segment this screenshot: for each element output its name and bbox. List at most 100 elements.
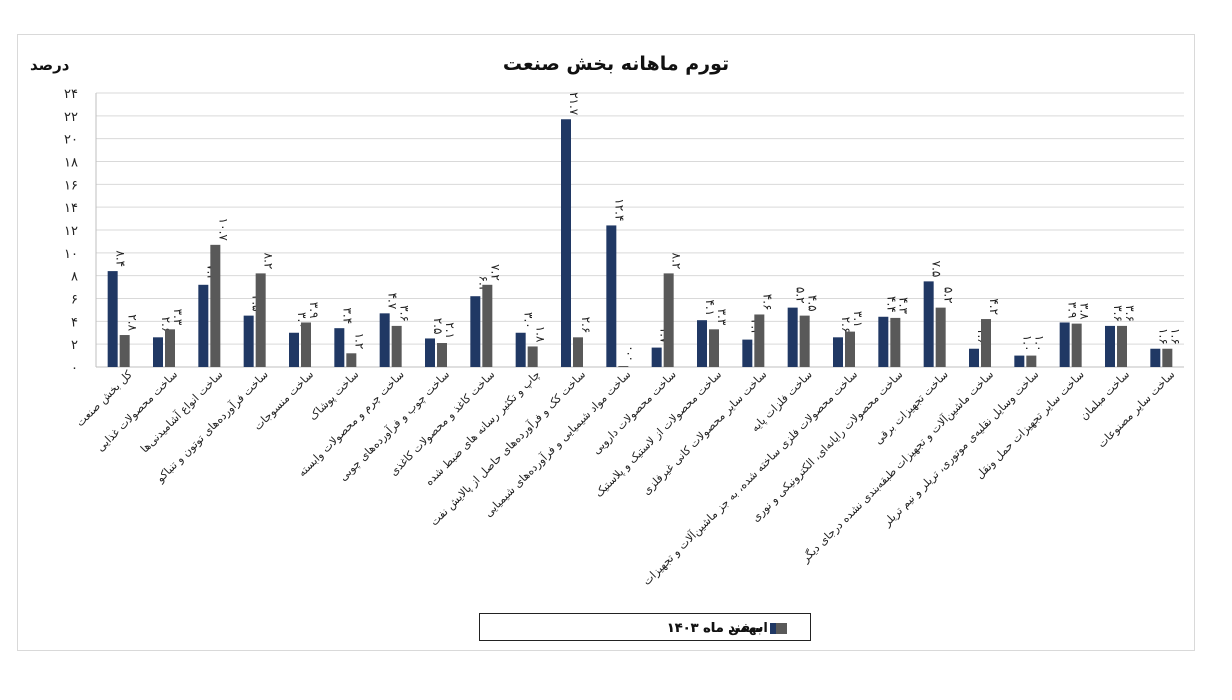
data-label: ۲۱.۷ — [567, 92, 581, 116]
legend-item-series-2: اسفند ماه ۱۴۰۳ — [667, 619, 787, 637]
data-label: ۲.۶ — [159, 317, 173, 334]
data-label: ۴.۴ — [884, 296, 898, 313]
data-label: ۱.۰ — [1032, 335, 1046, 352]
data-label: ۱۲.۴ — [612, 198, 626, 221]
bar-2-7 — [391, 325, 402, 367]
x-tick-label: ساخت وسایل نقلیه‌ی موتوری، تریلر و نیم ت… — [880, 368, 1042, 530]
data-label: ۳.۶ — [1123, 305, 1137, 322]
data-label: ۴.۶ — [760, 294, 774, 311]
data-label: ۳.۹ — [1066, 302, 1080, 319]
legend-swatch-series-1 — [770, 622, 781, 634]
bar-2-12 — [618, 366, 629, 367]
bar-2-3 — [210, 244, 221, 367]
bar-1-4 — [243, 315, 254, 367]
bar-1-20 — [969, 348, 979, 367]
data-label: ۲.۶ — [579, 317, 593, 334]
data-label: ۱۰.۷ — [216, 218, 230, 242]
data-label: ۰.۰ — [624, 345, 638, 362]
chart-title: تورم ماهانه بخش صنعت — [502, 53, 730, 75]
x-tick-label: ساخت انواع آشامیدنی‌ها — [137, 367, 225, 455]
bar-1-3 — [198, 284, 209, 367]
data-label: ۲.۱ — [443, 322, 457, 339]
data-label: ۲.۶ — [839, 317, 853, 334]
y-tick-label: ۲۴ — [64, 87, 78, 102]
bar-1-7 — [379, 313, 390, 367]
bar-2-1 — [119, 335, 130, 367]
data-label: ۲.۸ — [126, 314, 140, 331]
y-tick-label: ۱۸ — [64, 156, 78, 171]
data-label: ۸.۲ — [670, 253, 684, 270]
bar-2-9 — [482, 284, 493, 367]
y-tick-label: ۱۰ — [64, 247, 78, 262]
data-label: ۱.۲ — [352, 333, 366, 350]
bar-2-8 — [437, 343, 447, 367]
bar-2-22 — [1071, 323, 1082, 367]
bar-2-2 — [165, 329, 175, 367]
y-tick-label: ۲۲ — [64, 110, 78, 125]
y-tick-label: ۰ — [71, 361, 78, 376]
bar-1-19 — [923, 281, 934, 367]
data-label: ۱.۶ — [1156, 328, 1170, 345]
bar-2-11 — [573, 337, 583, 367]
bar-1-16 — [787, 307, 798, 367]
data-label: ۴.۲ — [987, 298, 1001, 315]
y-tick-label: ۶ — [71, 293, 78, 308]
data-label: ۵.۲ — [942, 287, 956, 304]
bar-1-18 — [878, 316, 889, 367]
bar-2-21 — [1026, 355, 1037, 367]
x-tick-label: ساخت محصولات دارویی — [590, 368, 679, 457]
bar-2-6 — [346, 353, 357, 367]
x-tick-label: ساخت محصولات فلزی ساخته شده، به جز ماشین… — [640, 367, 861, 588]
data-label: ۸.۴ — [114, 250, 128, 267]
bar-1-1 — [107, 271, 118, 367]
bar-2-23 — [1117, 325, 1127, 367]
bar-1-21 — [1014, 355, 1025, 367]
data-label: ۵.۲ — [794, 287, 808, 304]
bar-2-13 — [663, 273, 674, 367]
legend: بهمن ماه ۱۴۰۳ اسفند ماه ۱۴۰۳ — [479, 613, 811, 641]
bar-1-6 — [334, 328, 345, 367]
bar-1-5 — [289, 332, 299, 367]
bar-1-24 — [1150, 348, 1161, 367]
y-tick-label: ۲۰ — [64, 133, 78, 148]
bar-2-10 — [527, 346, 538, 367]
data-label: ۷.۲ — [488, 264, 502, 281]
bar-1-13 — [651, 347, 662, 367]
y-tick-label: ۱۶ — [64, 178, 78, 193]
bar-2-5 — [301, 322, 311, 367]
y-tick-label: ۱۲ — [64, 224, 78, 239]
data-label: ۳.۹ — [307, 302, 321, 319]
bar-1-17 — [833, 337, 843, 367]
x-tick-label: ساخت کک و فرآورده‌های حاصل از پالایش نفت — [427, 367, 588, 528]
bar-1-10 — [515, 332, 526, 367]
bar-1-22 — [1059, 322, 1070, 367]
bar-2-4 — [255, 273, 266, 367]
bar-2-17 — [845, 331, 855, 367]
data-label: ۸.۲ — [262, 253, 276, 270]
bar-2-15 — [754, 314, 765, 367]
data-label: ۱.۸ — [534, 326, 548, 343]
data-label: ۴.۳ — [896, 297, 910, 314]
data-label: ۲.۵ — [431, 318, 445, 335]
bar-2-24 — [1162, 348, 1173, 367]
data-label: ۴.۱ — [703, 299, 717, 316]
data-label: ۳.۳ — [171, 309, 185, 326]
x-tick-label: ساخت محصولات غذایی — [94, 368, 180, 454]
legend-item-series-1: بهمن ماه ۱۴۰۳ — [667, 619, 781, 637]
y-tick-label: ۴ — [71, 315, 78, 330]
data-label: ۳.۱ — [851, 311, 865, 328]
bar-2-14 — [709, 329, 719, 367]
x-tick-label: ساخت سایر مصنوعات — [1095, 368, 1177, 450]
legend-swatch-series-2 — [775, 622, 787, 634]
bar-2-18 — [890, 317, 901, 367]
data-label: ۳.۰ — [522, 312, 536, 329]
data-label: ۷.۵ — [930, 261, 944, 278]
bar-1-23 — [1105, 325, 1115, 367]
bar-2-16 — [799, 315, 810, 367]
bar-1-11 — [561, 119, 571, 367]
y-axis-label: درصد — [30, 56, 70, 74]
data-label: ۳.۶ — [1111, 305, 1125, 322]
legend-label-series-2: اسفند ماه ۱۴۰۳ — [667, 620, 768, 636]
bar-2-20 — [981, 319, 991, 367]
bar-1-9 — [470, 296, 481, 367]
